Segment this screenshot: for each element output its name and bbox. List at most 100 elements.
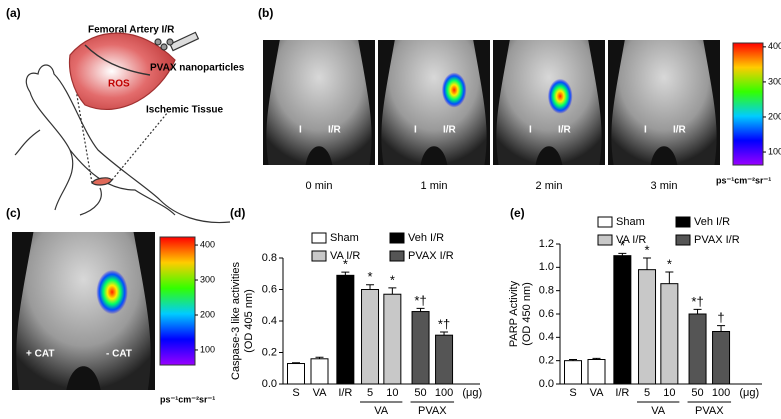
mouse-outline bbox=[14, 129, 102, 216]
y-tick-label: 1.2 bbox=[539, 238, 554, 250]
significance-mark: † bbox=[717, 310, 724, 325]
bar bbox=[336, 274, 355, 385]
error-bar bbox=[569, 359, 577, 361]
signal bbox=[441, 72, 467, 108]
group-label: VA bbox=[374, 405, 389, 417]
bar bbox=[411, 311, 430, 385]
image-label: I/R bbox=[443, 125, 457, 136]
legend-swatch bbox=[675, 234, 691, 246]
colorbar-tick-label: 200 bbox=[200, 309, 215, 319]
bar bbox=[587, 359, 606, 385]
legend-label: VA I/R bbox=[616, 234, 646, 246]
x-tick-label: 5 bbox=[644, 387, 650, 399]
image-label: I/R bbox=[328, 125, 342, 136]
colorbar bbox=[159, 236, 196, 366]
bar bbox=[564, 360, 582, 385]
legend-swatch bbox=[389, 232, 405, 244]
group-label: PVAX bbox=[695, 405, 724, 417]
legend-label: Veh I/R bbox=[694, 216, 730, 228]
x-tick-label: S bbox=[292, 387, 299, 399]
image-label: + CAT bbox=[26, 349, 54, 360]
image-label: - CAT bbox=[106, 349, 132, 360]
panel-label: (d) bbox=[230, 206, 245, 220]
error-bar bbox=[717, 325, 726, 332]
legend-swatch bbox=[389, 250, 405, 262]
y-axis-label: (OD 450 nm) bbox=[521, 282, 533, 346]
time-label: 0 min bbox=[306, 180, 333, 192]
error-bar bbox=[693, 308, 702, 314]
bar bbox=[310, 358, 329, 385]
x-tick-label: S bbox=[569, 387, 576, 399]
error-bar bbox=[292, 362, 300, 364]
bar bbox=[638, 269, 657, 385]
error-bar bbox=[592, 357, 601, 360]
y-tick-label: 0.6 bbox=[539, 308, 554, 320]
schematic-label: Ischemic Tissue bbox=[146, 105, 224, 116]
legend-label: Veh I/R bbox=[408, 232, 444, 244]
x-tick-label: I/R bbox=[338, 387, 352, 399]
signal bbox=[96, 269, 128, 315]
error-bar bbox=[366, 284, 375, 290]
significance-mark: * bbox=[620, 238, 625, 253]
colorbar-tick-label: 400 bbox=[200, 239, 215, 249]
y-tick-label: 0.8 bbox=[539, 285, 554, 297]
schematic-label: Femoral Artery I/R bbox=[88, 25, 175, 36]
y-tick-label: 0.2 bbox=[262, 346, 277, 358]
significance-mark: * bbox=[667, 256, 672, 271]
mouse-outline bbox=[69, 149, 176, 216]
unit-label: (μg) bbox=[462, 387, 482, 399]
mouse-outline bbox=[29, 91, 74, 211]
group-label: VA bbox=[651, 405, 666, 417]
bar bbox=[435, 334, 454, 385]
error-bar bbox=[643, 257, 652, 270]
legend-label: VA I/R bbox=[330, 250, 360, 262]
time-label: 3 min bbox=[651, 180, 678, 192]
panel-label: (b) bbox=[258, 6, 273, 20]
colorbar-tick-label: 300 bbox=[768, 76, 781, 86]
legend-swatch bbox=[311, 232, 327, 244]
bar bbox=[383, 293, 402, 385]
x-tick-label: 10 bbox=[386, 387, 398, 399]
zoom-line bbox=[111, 111, 169, 181]
legend-swatch bbox=[597, 234, 613, 246]
mouse-body bbox=[381, 40, 487, 165]
y-axis-label: PARP Activity bbox=[508, 280, 520, 347]
error-bar bbox=[341, 271, 350, 276]
legend-swatch bbox=[597, 216, 613, 228]
group-label: PVAX bbox=[418, 405, 447, 417]
mouse-body bbox=[16, 232, 151, 390]
x-tick-label: 10 bbox=[663, 387, 675, 399]
y-axis-label: Caspase-3 like activities bbox=[230, 262, 242, 380]
x-tick-label: 50 bbox=[414, 387, 426, 399]
time-label: 1 min bbox=[421, 180, 448, 192]
image-label: I/R bbox=[558, 125, 572, 136]
mouse-body bbox=[266, 40, 372, 165]
error-bar bbox=[388, 287, 397, 295]
colorbar-unit: ps⁻¹cm⁻²sr⁻¹ bbox=[160, 394, 215, 404]
legend-label: PVAX I/R bbox=[694, 234, 740, 246]
colorbar-tick-label: 400 bbox=[768, 41, 781, 51]
particle bbox=[166, 38, 174, 46]
y-tick-label: 0.6 bbox=[262, 283, 277, 295]
image-label: I bbox=[644, 125, 647, 136]
significance-mark: * bbox=[367, 269, 372, 284]
y-tick-label: 0.0 bbox=[262, 378, 277, 390]
y-tick-label: 0.0 bbox=[539, 378, 554, 390]
significance-mark: * bbox=[644, 242, 649, 257]
x-tick-label: I/R bbox=[615, 387, 629, 399]
significance-mark: *† bbox=[414, 293, 426, 308]
x-tick-label: 100 bbox=[712, 387, 730, 399]
bar bbox=[361, 289, 380, 385]
image-label: I bbox=[414, 125, 417, 136]
significance-mark: * bbox=[343, 257, 348, 272]
image-label: I/R bbox=[673, 125, 687, 136]
colorbar bbox=[732, 42, 764, 166]
bar bbox=[613, 255, 632, 385]
signal bbox=[547, 78, 573, 114]
error-bar bbox=[665, 271, 674, 284]
error-bar bbox=[440, 331, 449, 336]
legend-swatch bbox=[311, 250, 327, 262]
error-bar bbox=[618, 252, 627, 256]
panel-label: (a) bbox=[6, 6, 21, 20]
syringe bbox=[169, 31, 200, 52]
